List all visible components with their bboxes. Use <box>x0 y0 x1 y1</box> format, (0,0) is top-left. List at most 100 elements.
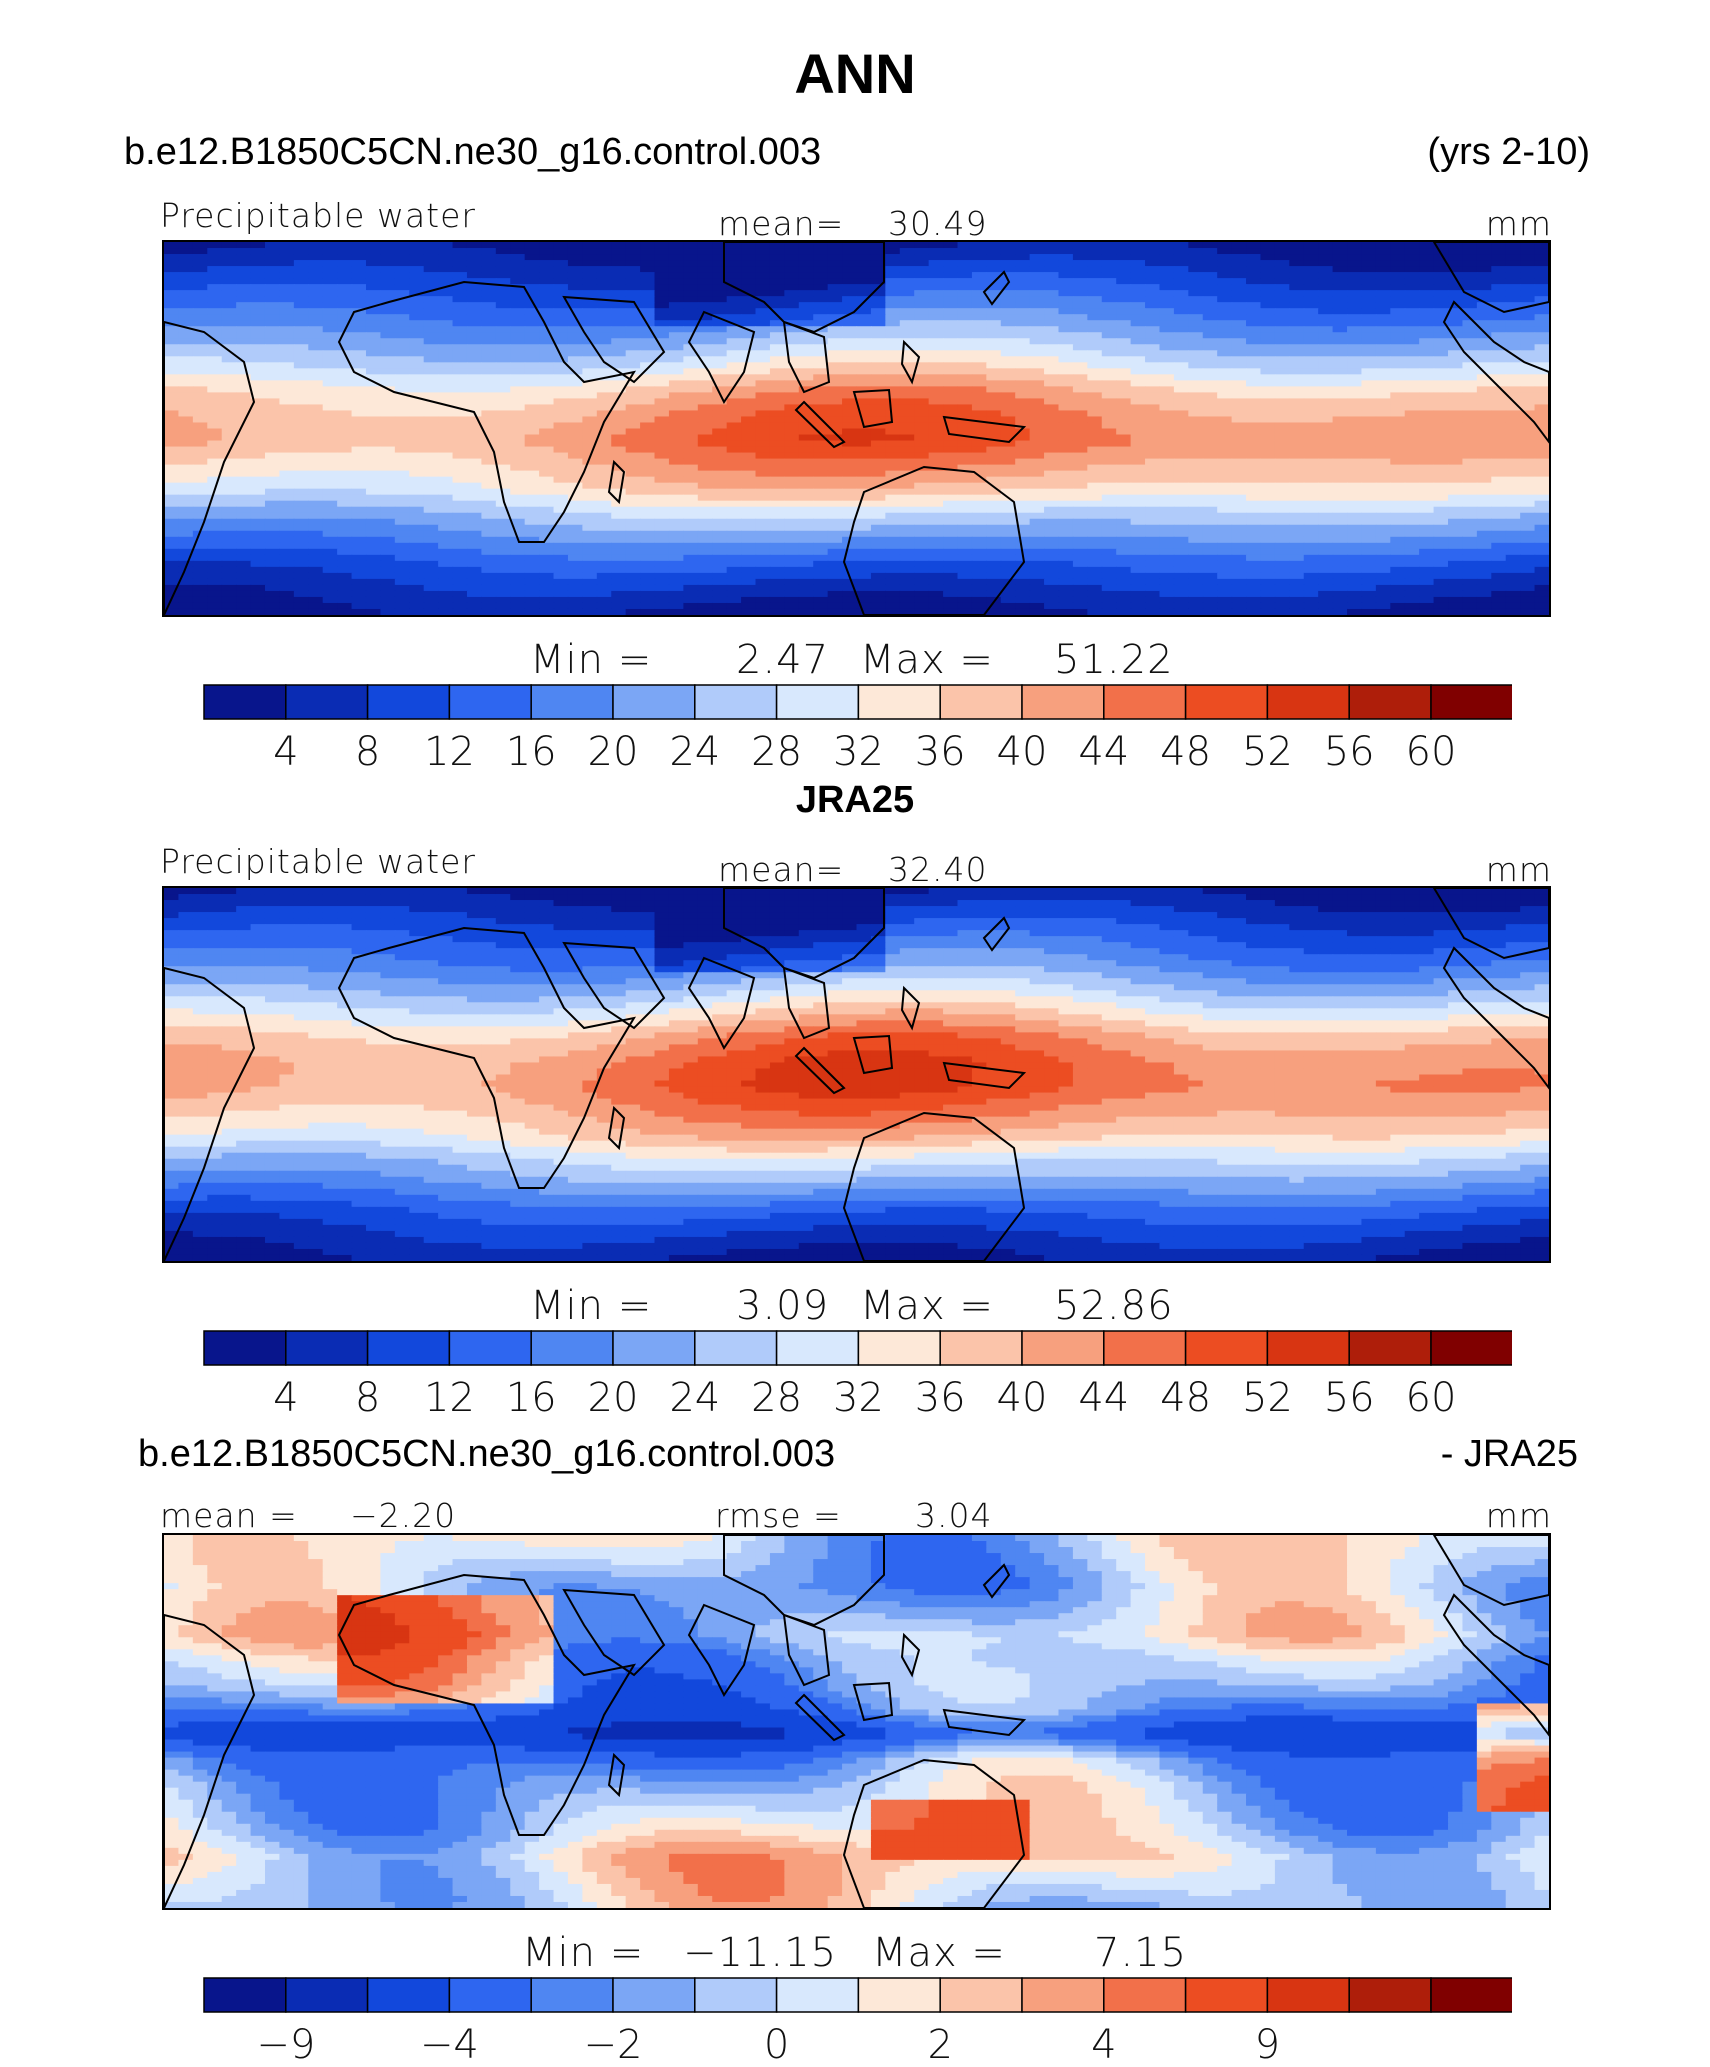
field-cell <box>279 326 295 333</box>
field-cell <box>438 320 454 327</box>
field-cell <box>885 494 901 502</box>
field-cell <box>308 428 324 436</box>
field-cell <box>1087 398 1103 406</box>
field-cell <box>481 368 497 375</box>
field-cell <box>943 248 959 255</box>
field-cell <box>1404 362 1420 369</box>
field-cell <box>1202 512 1218 520</box>
field-cell <box>1448 386 1464 394</box>
field-cell <box>914 326 930 333</box>
field-cell <box>495 320 511 327</box>
field-cell <box>986 458 1002 466</box>
field-cell <box>1173 494 1189 502</box>
field-cell <box>1130 542 1146 550</box>
field-cell <box>827 260 843 267</box>
field-cell <box>192 542 208 550</box>
field-cell <box>264 368 281 375</box>
field-cell <box>1231 242 1247 249</box>
field-cell <box>308 458 324 466</box>
field-cell <box>769 422 785 430</box>
field-cell <box>1246 284 1262 291</box>
field-cell <box>1289 290 1305 297</box>
field-cell <box>1419 332 1435 339</box>
field-cell <box>668 464 684 472</box>
panel1-map-svg <box>164 242 1549 615</box>
field-cell <box>611 476 627 484</box>
field-cell <box>943 518 959 526</box>
field-cell <box>264 350 281 357</box>
field-cell <box>928 278 944 285</box>
field-cell <box>971 530 987 538</box>
field-cell <box>1217 314 1233 321</box>
field-cell <box>1202 320 1218 327</box>
field-cell <box>769 434 785 442</box>
field-cell <box>1029 344 1045 351</box>
field-cell <box>1505 428 1521 436</box>
field-cell <box>1433 512 1449 520</box>
field-cell <box>1000 332 1016 339</box>
field-cell <box>495 482 511 490</box>
field-cell <box>279 398 295 406</box>
field-cell <box>293 314 309 321</box>
field-cell <box>1000 374 1016 381</box>
field-cell <box>1246 248 1262 255</box>
field-cell <box>683 242 699 249</box>
field-cell <box>971 488 987 496</box>
field-cell <box>279 242 295 249</box>
field-cell <box>582 446 598 454</box>
field-cell <box>1505 512 1521 520</box>
field-cell <box>1246 470 1262 478</box>
field-cell <box>466 362 482 369</box>
field-cell <box>279 272 295 279</box>
field-cell <box>409 248 425 255</box>
field-cell <box>899 524 915 532</box>
field-cell <box>1015 392 1031 400</box>
field-cell <box>640 314 656 321</box>
field-cell <box>207 374 223 381</box>
field-cell <box>1347 278 1363 285</box>
field-cell <box>625 272 641 279</box>
field-cell <box>943 308 959 315</box>
field-cell <box>914 506 930 514</box>
field-cell <box>668 446 684 454</box>
field-cell <box>567 326 583 333</box>
field-cell <box>1419 422 1435 430</box>
field-cell <box>1058 254 1074 261</box>
field-cell <box>1000 242 1016 249</box>
field-cell <box>1202 500 1218 508</box>
field-cell <box>654 386 670 394</box>
field-cell <box>1462 248 1478 255</box>
field-cell <box>539 476 555 484</box>
field-cell <box>236 272 252 279</box>
field-cell <box>1202 524 1218 532</box>
field-cell <box>524 326 540 333</box>
field-cell <box>337 416 353 424</box>
field-cell <box>596 284 612 291</box>
field-cell <box>1375 362 1391 369</box>
field-cell <box>1462 440 1478 448</box>
field-cell <box>1462 434 1478 442</box>
field-cell <box>1390 458 1406 466</box>
field-cell <box>1072 332 1088 339</box>
field-cell <box>640 482 656 490</box>
field-cell <box>438 296 454 303</box>
field-cell <box>885 332 901 339</box>
field-cell <box>1520 428 1536 436</box>
field-cell <box>1505 404 1521 412</box>
field-cell <box>279 338 295 345</box>
field-cell <box>567 302 583 309</box>
field-cell <box>1318 464 1334 472</box>
field-cell <box>207 380 223 387</box>
field-cell <box>1173 308 1189 315</box>
field-cell <box>178 488 194 496</box>
field-cell <box>553 452 569 460</box>
field-cell <box>1505 446 1521 454</box>
field-cell <box>1116 266 1132 273</box>
field-cell <box>279 452 295 460</box>
field-cell <box>1476 536 1492 544</box>
field-cell <box>1375 296 1391 303</box>
field-cell <box>1404 386 1420 394</box>
field-cell <box>1217 260 1233 267</box>
field-cell <box>293 446 309 454</box>
field-cell <box>712 524 728 532</box>
